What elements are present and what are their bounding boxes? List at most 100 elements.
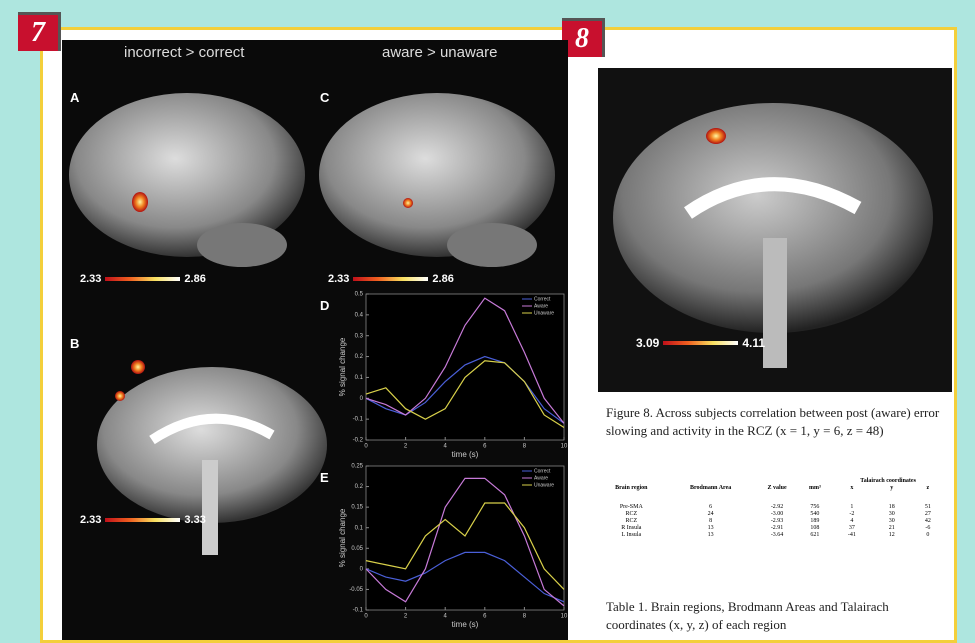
cell: 21 [888, 525, 895, 531]
header-cell: Z value [767, 485, 787, 491]
cb-max: 3.33 [184, 514, 206, 526]
heading: aware > unaware [382, 44, 498, 61]
activation [132, 192, 148, 212]
cell: Pre-SMA [619, 504, 643, 510]
cell: 30 [888, 511, 895, 517]
x-tick-label: 0 [364, 444, 368, 450]
cb-min: 2.33 [328, 273, 350, 285]
cell: 189 [810, 518, 820, 524]
cerebellum [197, 223, 287, 267]
cell: 8 [709, 518, 713, 524]
cell: -3.64 [770, 532, 784, 538]
header-cell: y [890, 485, 894, 491]
y-tick-label: 0.15 [351, 505, 363, 511]
table-row: R Insula 13 -2.91 108 37 21 -6 [596, 525, 946, 532]
cell: 0 [926, 532, 930, 538]
cell: 42 [924, 518, 931, 524]
brain-images [69, 93, 555, 555]
brainstem [202, 460, 218, 555]
x-tick-label: 4 [444, 614, 448, 620]
cell: -2.93 [770, 518, 784, 524]
brain [69, 93, 305, 257]
y-axis-label: % signal change [338, 508, 347, 567]
cell: 4 [850, 518, 854, 524]
figure8: 3.09 4.11 [598, 68, 952, 392]
y-tick-label: 0.05 [351, 546, 363, 552]
brain [319, 93, 555, 257]
cell: 1 [850, 504, 854, 510]
cell: 621 [810, 532, 820, 538]
cb-max: 4.11 [742, 336, 766, 350]
header-cell: Brain region [615, 485, 648, 491]
cell: 13 [707, 525, 714, 531]
series-line [365, 360, 565, 428]
x-tick-label: 2 [404, 614, 408, 620]
y-tick-label: 0.1 [355, 375, 364, 381]
table-row: Talairach coordinates [596, 478, 946, 485]
cell: -3.00 [770, 511, 784, 517]
badge: 8 [562, 18, 605, 57]
table: Talairach coordinates Brain region Brodman… [596, 478, 946, 539]
cell: 27 [924, 511, 931, 517]
cell: 24 [707, 511, 714, 517]
x-tick-label: 10 [561, 444, 568, 450]
brain [613, 103, 933, 333]
chart: -0.1 -0.05 0 0.05 0.1 0.15 0.2 0.25 0 2 4 6 8 10 time … [338, 464, 568, 630]
cell: 37 [848, 525, 855, 531]
y-tick-label: 0.2 [355, 354, 364, 360]
header-cell: mm³ [808, 485, 821, 491]
cerebellum [447, 223, 537, 267]
cb-max: 2.86 [184, 273, 206, 285]
x-tick-label: 0 [364, 614, 368, 620]
plot-frame [365, 465, 565, 611]
y-tick-label: -0.2 [353, 438, 364, 444]
y-tick-label: 0.1 [355, 525, 364, 531]
series-line [365, 502, 565, 590]
y-tick-label: 0 [360, 566, 364, 572]
y-tick-label: 0.3 [355, 333, 364, 339]
colorbar: 2.33 2.86 [80, 273, 206, 285]
cell: -41 [847, 532, 856, 538]
cell: -6 [925, 525, 931, 531]
x-tick-label: 2 [404, 444, 408, 450]
series-line [365, 297, 565, 424]
activation [403, 198, 413, 208]
series-line [365, 551, 565, 603]
y-tick-label: 0.25 [351, 464, 363, 470]
table-row: RCZ 24 -3.00 540 -2 30 27 [596, 511, 946, 518]
cell [596, 478, 830, 485]
cb-min: 3.09 [636, 336, 660, 350]
y-tick-label: 0.2 [355, 484, 364, 490]
y-axis-label: % signal change [338, 337, 347, 396]
figure7: incorrect > correct aware > unaware A B … [62, 40, 568, 640]
colorbar: 3.09 4.11 [636, 336, 765, 350]
y-tick-label: -0.1 [353, 608, 364, 614]
badge: 7 [18, 12, 61, 51]
cb-min: 2.33 [80, 514, 102, 526]
series-line [365, 355, 565, 424]
cell: 12 [888, 532, 895, 538]
legend-label: Aware [534, 475, 548, 481]
header-cell: x [850, 485, 854, 491]
cell: 6 [709, 504, 713, 510]
cell: 756 [810, 504, 820, 510]
page: 7 8 incorrect > correct aware > unaware … [18, 12, 957, 643]
figure-caption: Figure 8. Across subjects correlation be… [606, 405, 940, 438]
legend-label: Correct [534, 468, 551, 474]
brain-image [613, 103, 933, 368]
colorbar: 2.33 2.86 [328, 273, 454, 285]
y-tick-label: -0.05 [349, 587, 363, 593]
chart: -0.2 -0.1 0 0.1 0.2 0.3 0.4 0.5 0 2 4 6 8 10 time (s)%… [338, 292, 568, 460]
table-row: Brain region Brodmann Area Z value mm³ x y z [596, 485, 946, 504]
activation [131, 360, 145, 374]
panel-letter: E [320, 470, 329, 485]
cell: -2.92 [770, 504, 784, 510]
heading: incorrect > correct [124, 44, 245, 61]
cell: RCZ [625, 518, 638, 524]
cell: RCZ [625, 511, 638, 517]
activation [115, 391, 125, 401]
header-cell: z [926, 485, 930, 491]
brain [97, 367, 327, 523]
cell: -2.91 [770, 525, 784, 531]
panel-letter: A [70, 90, 80, 105]
